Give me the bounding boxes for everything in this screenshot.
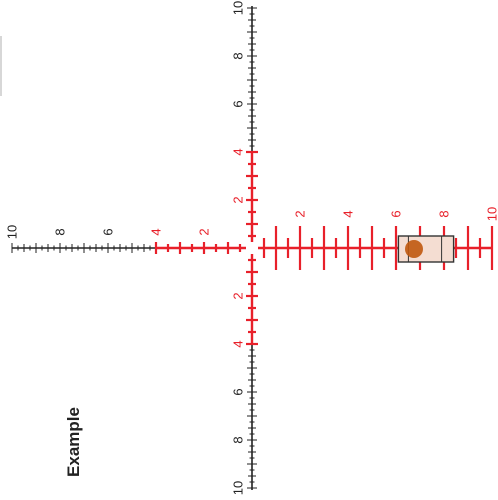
vertical-axis-label: 8 [231, 52, 246, 59]
label-layer: 10 8 6 4 2 2 4 6 8 10 10 8 6 4 2 2 4 6 8 10 [5, 1, 498, 495]
target-group [397, 235, 455, 263]
black-reticle-layer [11, 6, 257, 490]
horizontal-axis-label: 8 [53, 228, 68, 235]
vertical-axis-label: 2 [231, 292, 246, 299]
vertical-axis-label: 8 [231, 436, 246, 443]
horizontal-axis-label: 10 [485, 207, 498, 221]
vertical-axis-label: 2 [231, 196, 246, 203]
horizontal-axis-label: 8 [437, 210, 452, 217]
vertical-axis-label: 10 [231, 481, 246, 495]
target-dot [405, 240, 423, 258]
vertical-axis-label: 6 [231, 388, 246, 395]
horizontal-axis-label: 4 [149, 228, 164, 235]
example-label: Example [64, 407, 83, 477]
horizontal-axis-label: 6 [389, 210, 404, 217]
horizontal-axis-label: 6 [101, 228, 116, 235]
vertical-axis-label: 4 [231, 148, 246, 155]
side-strip [0, 36, 2, 96]
vertical-axis-label: 4 [231, 340, 246, 347]
horizontal-axis-label: 2 [293, 210, 308, 217]
vertical-axis-label: 6 [231, 100, 246, 107]
vertical-axis-label: 10 [231, 1, 246, 15]
horizontal-axis-label: 2 [197, 228, 212, 235]
horizontal-axis-label: 10 [5, 225, 20, 239]
horizontal-axis-label: 4 [341, 210, 356, 217]
